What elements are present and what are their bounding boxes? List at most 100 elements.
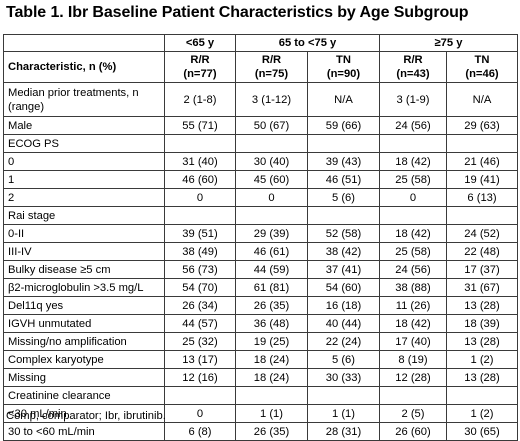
value-cell: 25 (58) [379, 242, 447, 261]
value-cell: 2 (5) [379, 404, 447, 423]
row-label: 30 to <60 mL/min [3, 422, 165, 441]
value-cell: 0 [235, 188, 308, 207]
value-cell: 5 (6) [307, 350, 380, 369]
column-header: R/R (n=43) [379, 51, 447, 83]
value-cell: 29 (63) [445, 116, 519, 135]
table-row: 0 31 (40) 30 (40) 39 (43) 18 (42) 21 (46) [3, 152, 519, 171]
value-cell: 25 (58) [379, 170, 447, 189]
value-cell: 3 (1-12) [235, 82, 308, 117]
value-cell: 61 (81) [235, 278, 308, 297]
table-row: Creatinine clearance [3, 386, 519, 405]
value-cell: 46 (51) [307, 170, 380, 189]
value-cell: 39 (51) [164, 224, 236, 243]
row-label: ECOG PS [3, 134, 165, 153]
table-row: Male 55 (71) 50 (67) 59 (66) 24 (56) 29 (63) [3, 116, 519, 135]
blank-corner-cell [3, 34, 165, 52]
value-cell: 13 (17) [164, 350, 236, 369]
table-row: β2-microglobulin >3.5 mg/L 54 (70) 61 (81)… [3, 278, 519, 297]
value-cell: 40 (44) [307, 314, 380, 333]
table-row: 30 to <60 mL/min 6 (8) 26 (35) 28 (31) 26 (6… [3, 422, 519, 441]
value-cell [235, 134, 308, 153]
value-cell: 36 (48) [235, 314, 308, 333]
row-label: Male [3, 116, 165, 135]
table-row: Missing/no amplification 25 (32) 19 (25) 22… [3, 332, 519, 351]
value-cell: 1 (2) [445, 350, 519, 369]
value-cell: 1 (1) [235, 404, 308, 423]
row-label: Creatinine clearance [3, 386, 165, 405]
column-header: TN (n=90) [307, 51, 380, 83]
row-label: Median prior treatments, n (range) [3, 82, 165, 117]
table-row: Del11q yes 26 (34) 26 (35) 16 (18) 11 (26) 13… [3, 296, 519, 315]
table-row: III-IV 38 (49) 46 (61) 38 (42) 25 (58) 22 (48… [3, 242, 519, 261]
value-cell [164, 386, 236, 405]
value-cell: 12 (28) [379, 368, 447, 387]
value-cell: N/A [307, 82, 380, 117]
value-cell: 5 (6) [307, 188, 380, 207]
value-cell: 19 (41) [445, 170, 519, 189]
value-cell: 54 (70) [164, 278, 236, 297]
value-cell: 31 (67) [445, 278, 519, 297]
value-cell: 55 (71) [164, 116, 236, 135]
column-header-row: Characteristic, n (%) R/R (n=77) R/R (n=75… [3, 51, 519, 83]
value-cell: 18 (39) [445, 314, 519, 333]
row-label: IGVH unmutated [3, 314, 165, 333]
value-cell: 45 (60) [235, 170, 308, 189]
value-cell: 46 (61) [235, 242, 308, 261]
value-cell [164, 206, 236, 225]
value-cell: 3 (1-9) [379, 82, 447, 117]
age-group-75-plus: ≥75 y [378, 34, 519, 52]
value-cell: 0 [164, 404, 236, 423]
value-cell: 26 (35) [235, 296, 308, 315]
value-cell: 46 (60) [164, 170, 236, 189]
row-label: 0-II [3, 224, 165, 243]
column-header: TN (n=46) [445, 51, 519, 83]
table-row: 0-II 39 (51) 29 (39) 52 (58) 18 (42) 24 (52) [3, 224, 519, 243]
value-cell [307, 134, 380, 153]
value-cell: 0 [164, 188, 236, 207]
table-row: Complex karyotype 13 (17) 18 (24) 5 (6) 8 (1… [3, 350, 519, 369]
value-cell: 54 (60) [307, 278, 380, 297]
row-label: Bulky disease ≥5 cm [3, 260, 165, 279]
value-cell: 17 (40) [379, 332, 447, 351]
value-cell: 30 (40) [235, 152, 308, 171]
table-row: Median prior treatments, n (range) 2 (1-8… [3, 82, 519, 117]
value-cell: 31 (40) [164, 152, 236, 171]
value-cell: 44 (59) [235, 260, 308, 279]
value-cell: 22 (48) [445, 242, 519, 261]
value-cell: 38 (49) [164, 242, 236, 261]
value-cell [235, 386, 308, 405]
value-cell: 1 (1) [307, 404, 380, 423]
value-cell: 38 (88) [379, 278, 447, 297]
row-label: Missing/no amplification [3, 332, 165, 351]
value-cell: 26 (35) [235, 422, 308, 441]
table-row: ECOG PS [3, 134, 519, 153]
row-label: Rai stage [3, 206, 165, 225]
value-cell: 21 (46) [445, 152, 519, 171]
value-cell: 18 (42) [379, 224, 447, 243]
value-cell: 18 (24) [235, 368, 308, 387]
value-cell: 38 (42) [307, 242, 380, 261]
value-cell: 13 (28) [445, 296, 519, 315]
table-row: Rai stage [3, 206, 519, 225]
row-label: III-IV [3, 242, 165, 261]
column-header: R/R (n=77) [164, 51, 236, 83]
row-label: Complex karyotype [3, 350, 165, 369]
baseline-characteristics-table: <65 y 65 to <75 y ≥75 y Characteristic, … [3, 34, 519, 441]
column-header: R/R (n=75) [235, 51, 308, 83]
value-cell: 50 (67) [235, 116, 308, 135]
value-cell: 30 (33) [307, 368, 380, 387]
table-row: Missing 12 (16) 18 (24) 30 (33) 12 (28) 13 (2… [3, 368, 519, 387]
row-label: 1 [3, 170, 165, 189]
value-cell: 39 (43) [307, 152, 380, 171]
value-cell: 17 (37) [445, 260, 519, 279]
value-cell: 6 (8) [164, 422, 236, 441]
table-row: Bulky disease ≥5 cm 56 (73) 44 (59) 37 (41)… [3, 260, 519, 279]
value-cell: 56 (73) [164, 260, 236, 279]
row-label: Missing [3, 368, 165, 387]
value-cell: 8 (19) [379, 350, 447, 369]
characteristic-header: Characteristic, n (%) [3, 51, 165, 83]
value-cell: 6 (13) [445, 188, 519, 207]
value-cell: 22 (24) [307, 332, 380, 351]
value-cell: 59 (66) [307, 116, 380, 135]
